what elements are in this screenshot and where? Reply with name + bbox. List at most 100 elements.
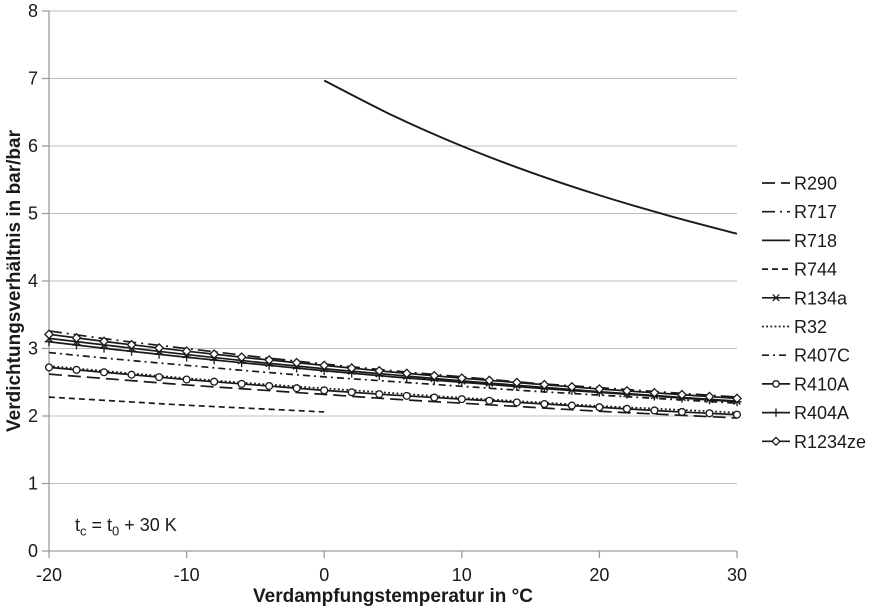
- marker-diamond: [236, 352, 247, 363]
- marker-diamond: [594, 383, 605, 395]
- marker-diamond: [401, 368, 412, 379]
- x-tick-label-10: 10: [452, 565, 472, 585]
- legend-marker-R1234ze: [771, 436, 781, 447]
- marker-circle: [72, 365, 81, 374]
- legend-label-R1234ze: R1234ze: [794, 432, 866, 452]
- y-tick-label-4: 4: [28, 271, 38, 291]
- series: [43, 79, 743, 419]
- legend-item-R410A: R410A: [762, 374, 849, 394]
- x-tick-label--10: -10: [174, 565, 200, 585]
- series-R1234ze-line: [48, 333, 738, 400]
- marker-circle: [155, 373, 164, 382]
- marker-diamond: [621, 385, 632, 396]
- annotation-part: t: [75, 515, 81, 535]
- legend-label-R290: R290: [794, 174, 837, 194]
- series-R407C-line: [48, 351, 738, 405]
- marker-circle: [127, 370, 136, 379]
- marker-circle: [540, 399, 549, 409]
- marker-diamond: [731, 393, 743, 404]
- marker-circle: [292, 384, 301, 393]
- marker-diamond: [649, 387, 660, 398]
- legend-item-R407C: R407C: [762, 346, 850, 366]
- legend-item-R744: R744: [762, 260, 837, 280]
- x-axis-title: Verdampfungstemperatur in °C: [253, 586, 533, 607]
- legend: R290 R717 R718 R744 R134a R32 R407C R410A R404A R…: [762, 174, 866, 452]
- marker-circle: [265, 381, 274, 391]
- marker-diamond: [209, 349, 220, 360]
- legend-item-R404A: R404A: [762, 403, 849, 423]
- annotation-part: 0: [112, 523, 120, 539]
- marker-circle: [402, 391, 411, 400]
- legend-marker-R404A: [771, 408, 781, 417]
- marker-circle: [210, 377, 219, 386]
- y-tick-label-0: 0: [28, 541, 38, 561]
- marker-circle: [457, 395, 466, 404]
- marker-diamond: [511, 377, 522, 388]
- marker-diamond: [181, 346, 192, 357]
- y-tick-label-8: 8: [28, 1, 38, 21]
- series-R717-line: [48, 330, 738, 398]
- marker-circle: [567, 401, 576, 410]
- x-tick-label-0: 0: [319, 565, 329, 585]
- marker-diamond: [566, 381, 577, 392]
- legend-label-R410A: R410A: [794, 374, 849, 394]
- legend-label-R717: R717: [794, 202, 837, 222]
- marker-diamond: [429, 370, 440, 381]
- marker-circle: [732, 410, 742, 419]
- legend-item-R32: R32: [762, 317, 827, 337]
- marker-diamond: [319, 360, 330, 371]
- marker-circle: [650, 406, 659, 415]
- legend-item-R718: R718: [762, 231, 837, 251]
- marker-diamond: [374, 365, 385, 376]
- series-R718-line: [323, 79, 738, 235]
- marker-diamond: [154, 342, 165, 353]
- series-R404A-line: [48, 340, 738, 403]
- x-tick-label--20: -20: [36, 565, 62, 585]
- y-tick-label-1: 1: [28, 474, 38, 494]
- marker-circle: [430, 393, 439, 402]
- marker-diamond: [704, 391, 715, 402]
- marker-diamond: [264, 354, 275, 365]
- legend-marker-R410A: [772, 380, 780, 388]
- annotation-part: + 30 K: [119, 515, 177, 535]
- marker-diamond: [456, 373, 467, 384]
- marker-circle: [237, 379, 246, 388]
- legend-label-R134a: R134a: [794, 288, 848, 308]
- legend-label-R718: R718: [794, 231, 837, 251]
- marker-circle: [595, 403, 604, 412]
- marker-diamond: [676, 389, 687, 400]
- series-R410A-line: [48, 366, 738, 416]
- legend-item-R717: R717: [762, 202, 837, 222]
- marker-circle: [512, 398, 521, 407]
- marker-circle: [320, 386, 329, 395]
- annotation-part: c: [80, 523, 87, 539]
- series-R1234ze-markers: [43, 329, 743, 404]
- legend-item-R290: R290: [762, 174, 837, 194]
- y-gridlines: [49, 10, 737, 485]
- marker-circle: [622, 404, 631, 413]
- marker-circle: [705, 409, 714, 418]
- y-tick-label-2: 2: [28, 406, 38, 426]
- series-R32-line: [48, 365, 738, 414]
- x-tick-label-30: 30: [727, 565, 747, 585]
- marker-circle: [375, 390, 384, 399]
- series-R744-line: [48, 396, 325, 413]
- x-ticks: -20 -10 0 10 20 30: [36, 551, 747, 585]
- marker-diamond: [99, 336, 110, 347]
- y-ticks: 0 1 2 3 4 5 6 7 8: [28, 1, 49, 561]
- marker-diamond: [43, 329, 55, 340]
- annotation-part: = t: [86, 515, 113, 535]
- annotation-tc-t0: tc = t0 + 30 K: [75, 515, 177, 539]
- marker-diamond: [291, 357, 302, 368]
- y-tick-label-7: 7: [28, 69, 38, 89]
- y-tick-label-5: 5: [28, 204, 38, 224]
- legend-item-R134a: R134a: [762, 288, 848, 308]
- series-R410A-markers: [44, 363, 742, 419]
- series-R290-line: [48, 373, 738, 419]
- y-axis-title: Verdichtungsverhältnis in bar/bar: [4, 130, 25, 432]
- marker-circle: [677, 407, 687, 417]
- marker-diamond: [126, 339, 137, 350]
- marker-diamond: [71, 332, 82, 343]
